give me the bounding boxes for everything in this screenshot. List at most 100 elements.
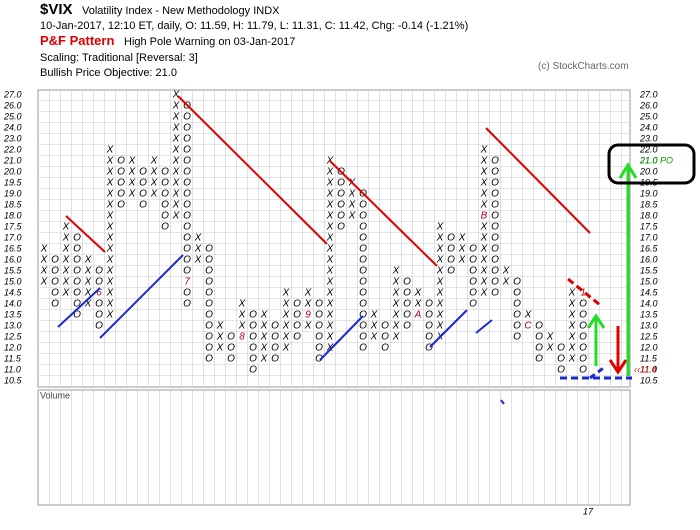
y-tick-label: 18.5 (640, 199, 659, 209)
y-tick-label: 11.0 (4, 364, 21, 374)
pnf-column: OOO (227, 332, 235, 365)
pnf-box: O (183, 123, 191, 134)
pnf-box: X (326, 200, 334, 211)
y-tick-label: 14.0 (4, 298, 22, 308)
y-tick-label: 16.0 (640, 254, 658, 264)
y-tick-label: 20.0 (3, 166, 22, 176)
pnf-box: X (568, 299, 576, 310)
y-tick-label: 16.5 (4, 243, 23, 253)
pnf-box: O (469, 299, 477, 310)
pnf-box: O (51, 299, 59, 310)
y-tick-label: 16.0 (4, 254, 22, 264)
pnf-box: O (579, 343, 587, 354)
pnf-box: O (359, 244, 367, 255)
pnf-box: O (381, 321, 389, 332)
pnf-box: X (326, 189, 334, 200)
pnf-box: X (84, 266, 92, 277)
pnf-box: O (513, 332, 521, 343)
pnf-box: X (568, 332, 576, 343)
pnf-box: O (205, 255, 213, 266)
pnf-box: O (359, 266, 367, 277)
pnf-box: X (480, 189, 488, 200)
pnf-box: X (106, 266, 114, 277)
pnf-box: X (326, 156, 334, 167)
arrow (608, 326, 628, 375)
pnf-box: O (293, 299, 301, 310)
pnf-column: XXX (194, 233, 202, 266)
pnf-box: O (359, 310, 367, 321)
pnf-box: O (491, 255, 499, 266)
trendline (429, 309, 468, 348)
pattern: High Pole Warning on 03-Jan-2017 (124, 36, 295, 48)
pnf-box: X (194, 255, 202, 266)
pnf-box: X (282, 299, 290, 310)
pnf-box: O (359, 200, 367, 211)
pnf-box: O (95, 321, 103, 332)
pnf-box: X (524, 310, 532, 321)
pnf-column: XX (414, 288, 422, 310)
pnf-box: O (535, 343, 543, 354)
pnf-box: X (480, 288, 488, 299)
y-tick-label: 21.0 (639, 155, 658, 165)
pnf-box: X (436, 244, 444, 255)
pnf-box: O (491, 156, 499, 167)
pnf-box: X (106, 277, 114, 288)
y-tick-label: 27.0 (3, 89, 22, 99)
highlight (607, 143, 696, 185)
y-tick-label: 15.5 (640, 265, 659, 275)
pnf-box: O (139, 189, 147, 200)
pnf-box: O (447, 244, 455, 255)
pnf-box: O (117, 200, 125, 211)
volume-label: Volume (40, 390, 70, 400)
pnf-box: O (491, 277, 499, 288)
pnf-box: X (326, 310, 334, 321)
pnf-box: O (51, 255, 59, 266)
pnf-box: O (51, 277, 59, 288)
trendline (329, 160, 438, 267)
pnf-box: X (106, 145, 114, 156)
scaling: Scaling: Traditional [Reversal: 3] (40, 52, 198, 64)
pnf-box: O (381, 343, 389, 354)
pnf-box: X (480, 233, 488, 244)
pnf-box: X (172, 101, 180, 112)
pnf-box: X (370, 332, 378, 343)
trendline (475, 319, 493, 334)
pnf-box: O (359, 332, 367, 343)
pnf-box: O (249, 332, 257, 343)
pnf-box: X (150, 167, 158, 178)
y-tick-label: 11.0 (640, 364, 657, 374)
pnf-box: O (95, 299, 103, 310)
pnf-box: O (425, 332, 433, 343)
pnf-box: O (535, 354, 543, 365)
pnf-box: X (502, 277, 510, 288)
pnf-box: O (205, 332, 213, 343)
pnf-box: X (546, 343, 554, 354)
pnf-box: X (392, 321, 400, 332)
trendline (57, 287, 101, 328)
pnf-box: X (326, 321, 334, 332)
pnf-box: X (128, 167, 136, 178)
pnf-box: X (568, 321, 576, 332)
trendline (567, 277, 601, 307)
pnf-box: X (326, 299, 334, 310)
pnf-box: X (128, 178, 136, 189)
pnf-box: O (447, 266, 455, 277)
y-tick-label: 19.0 (640, 188, 658, 198)
pnf-box: X (106, 178, 114, 189)
pnf-box: X (568, 310, 576, 321)
pnf-box: X (194, 233, 202, 244)
pnf-box: X (326, 244, 334, 255)
pnf-box: X (458, 233, 466, 244)
y-tick-label: 14.5 (4, 287, 23, 297)
pnf-box: O (557, 343, 565, 354)
pnf-box: X (216, 321, 224, 332)
pnf-box: O (183, 288, 191, 299)
y-tick-label: 13.0 (640, 320, 658, 330)
